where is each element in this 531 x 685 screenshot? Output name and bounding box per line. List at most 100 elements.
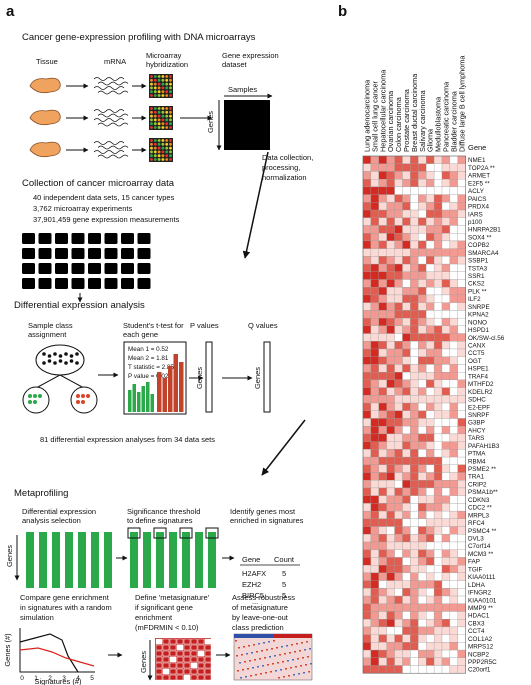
heatmap-cell	[426, 565, 435, 574]
label: (mFDRMIN < 0.10)	[135, 623, 199, 632]
heatmap-cell	[386, 619, 395, 628]
heatmap-cell	[370, 263, 379, 272]
heatmap-cell	[370, 348, 379, 357]
dataset-block	[55, 278, 68, 289]
heatmap-cell	[457, 557, 466, 566]
heatmap-cell	[410, 248, 419, 257]
array-spot	[161, 90, 165, 94]
heat-speck	[293, 674, 295, 676]
heat-speck	[248, 645, 250, 647]
heatmap-cell	[441, 294, 451, 303]
heatmap-cell	[370, 271, 379, 280]
heatmap-cell	[402, 387, 411, 396]
heatmap-cell	[418, 310, 427, 319]
heatmap-cell	[378, 487, 387, 496]
dataset-block	[137, 278, 151, 289]
heatmap-cell	[402, 580, 411, 589]
array-spot	[165, 75, 169, 78]
label: ...	[252, 597, 258, 606]
heat-speck	[276, 647, 278, 649]
heatmap-cell	[410, 271, 419, 280]
heatmap-cell	[433, 171, 443, 180]
heatmap-cell	[449, 171, 458, 180]
heatmap-cell	[457, 279, 466, 288]
bar-shape	[137, 392, 141, 412]
array-spot	[161, 118, 165, 122]
heatmap-cell	[449, 480, 458, 489]
array-spot	[161, 139, 165, 142]
heat-speck	[238, 647, 240, 649]
heatmap-cell	[402, 372, 411, 381]
array-spot	[161, 110, 165, 114]
gene-label: KDELR2	[468, 389, 493, 396]
heatmap-cell	[362, 325, 372, 334]
heat-speck	[245, 676, 247, 678]
heat-speck	[273, 640, 275, 642]
array-spot	[169, 90, 172, 94]
heatmap-cell	[457, 472, 466, 481]
heat-speck	[299, 650, 301, 652]
heat-speck	[294, 651, 296, 653]
heatmap-cell	[426, 665, 435, 674]
heatmap-cell	[370, 626, 379, 635]
bar-shape	[157, 372, 162, 412]
heatmap-cell	[378, 263, 387, 272]
gene-label: DVL3	[468, 536, 484, 543]
heatmap-cell	[362, 642, 372, 651]
heatmap-cell	[433, 163, 443, 172]
heatmap-cell	[410, 657, 419, 666]
heatmap-cell	[426, 402, 435, 411]
heatmap-cell	[418, 271, 427, 280]
label: Sample class	[28, 321, 73, 330]
sample-class	[22, 386, 50, 414]
heatmap-cell	[426, 595, 435, 604]
heatmap-cell	[394, 549, 403, 558]
heatmap-cell	[457, 186, 466, 195]
heatmap-cell	[370, 287, 379, 296]
heatmap-cell	[410, 572, 419, 581]
prediction-heatmap	[233, 633, 313, 681]
heat-speck	[237, 670, 239, 672]
array-spot	[157, 78, 161, 82]
heatmap-cell	[402, 179, 411, 188]
heatmap-cell	[433, 619, 443, 628]
grid-cell	[197, 644, 205, 651]
heatmap-cell	[386, 310, 395, 319]
heatmap-cell	[378, 163, 387, 172]
heatmap-cell	[418, 287, 427, 296]
heatmap-cell	[370, 433, 379, 442]
gene-label: RBM4	[468, 458, 486, 465]
gene-label: KIAA0101	[468, 597, 497, 604]
heatmap-cell	[370, 240, 379, 249]
heatmap-cell	[433, 611, 443, 620]
heatmap-cell	[441, 565, 451, 574]
heatmap-cell	[370, 302, 379, 311]
array-spot	[150, 154, 153, 158]
heatmap-cell	[441, 387, 451, 396]
heatmap-cell	[362, 163, 372, 172]
label: simulation	[20, 613, 54, 622]
heatmap-cell	[449, 410, 458, 419]
heatmap-cell	[441, 240, 451, 249]
heat-speck	[296, 643, 298, 645]
heatmap-cell	[394, 456, 403, 465]
heatmap-cell	[410, 518, 419, 527]
heatmap-cell	[402, 649, 411, 658]
array-spot	[150, 142, 153, 146]
label: analysis selection	[22, 516, 81, 525]
gene-label: MCM3 **	[468, 551, 494, 558]
mrna-wave	[97, 154, 129, 159]
heatmap-cell	[433, 472, 443, 481]
heatmap-cell	[410, 356, 419, 365]
array-spot	[169, 154, 172, 158]
heatmap-cell	[402, 294, 411, 303]
heatmap-cell	[410, 155, 419, 164]
heatmap-cell	[370, 526, 379, 535]
array-spot	[165, 78, 169, 82]
heatmap-cell	[449, 572, 458, 581]
heatmap-cell	[370, 495, 379, 504]
label: by leave-one-out	[232, 613, 289, 622]
array-spot	[161, 86, 165, 90]
heatmap-cell	[386, 333, 395, 342]
heatmap-cell	[410, 294, 419, 303]
